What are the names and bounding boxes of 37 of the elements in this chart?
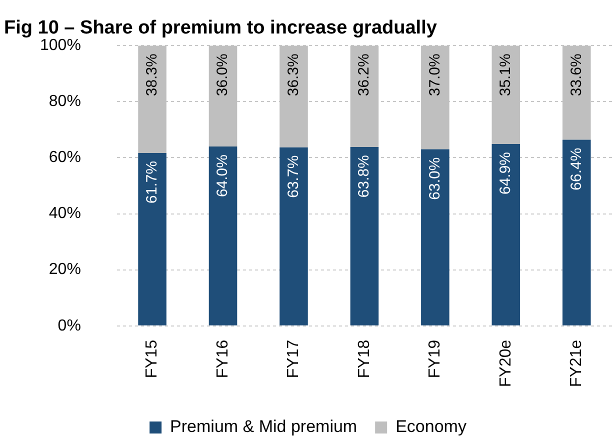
data-label: 66.4% [568,148,585,190]
x-tick-label: FY19 [426,340,444,378]
x-tick-label: FY15 [144,340,161,378]
data-label: 36.0% [214,54,232,96]
data-label: 64.9% [497,152,514,195]
bar [562,140,591,326]
x-tick-label: FY16 [214,340,232,378]
y-tick-label: 100% [40,37,81,54]
data-label: 61.7% [143,160,160,204]
x-tick-label: FY20e [497,340,514,387]
y-tick-label: 40% [48,205,81,222]
bar [492,144,520,326]
data-label: 64.0% [214,154,232,198]
y-tick-label: 80% [48,93,81,110]
data-label: 36.2% [356,54,373,96]
legend-label: Premium & Mid premium [170,417,358,436]
bar [208,146,238,326]
data-label: 63.7% [284,155,302,198]
y-tick-label: 20% [48,261,81,278]
x-tick-label: FY17 [285,340,302,378]
legend-label: Economy [396,417,467,436]
y-tick-label: 60% [48,149,81,166]
data-label: 36.3% [284,54,302,96]
bar [421,149,450,326]
data-label: 37.0% [426,54,444,96]
x-tick-label: FY21e [568,340,586,387]
data-label: 38.3% [143,54,160,96]
x-tick-label: FY18 [356,340,373,378]
data-label: 33.6% [568,54,585,96]
bar [280,147,308,326]
chart-title: Fig 10 – Share of premium to increase gradually [4,17,438,38]
bar [350,147,379,326]
data-label: 35.1% [497,54,514,96]
y-tick-label: 0% [58,317,81,334]
bar [138,152,166,326]
data-label: 63.8% [356,155,373,198]
data-label: 63.0% [426,157,444,200]
